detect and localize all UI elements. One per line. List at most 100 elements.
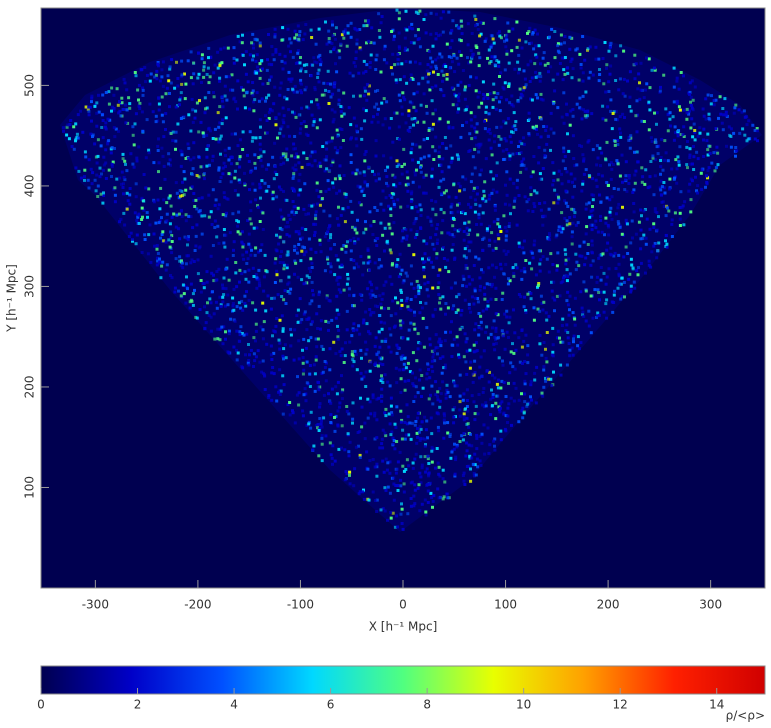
density-cell: [670, 167, 674, 171]
density-cell: [458, 189, 462, 193]
density-cell: [531, 31, 535, 34]
density-cell: [191, 226, 195, 230]
density-cell: [348, 440, 352, 444]
density-cell: [252, 352, 256, 356]
density-cell: [544, 311, 548, 315]
density-cell: [442, 366, 446, 370]
density-cell: [409, 192, 413, 196]
density-cell: [583, 58, 587, 62]
density-cell: [340, 424, 344, 428]
density-cell: [341, 388, 345, 392]
density-cell: [401, 464, 405, 468]
density-cell: [594, 226, 598, 230]
density-cell: [400, 502, 403, 506]
density-cell: [465, 449, 469, 453]
density-cell: [503, 137, 507, 141]
density-cell: [405, 48, 409, 52]
density-cell: [456, 308, 460, 312]
density-cell: [596, 314, 600, 318]
density-cell: [709, 102, 713, 106]
density-cell: [240, 240, 244, 244]
density-cell: [95, 173, 99, 177]
density-cell: [527, 197, 531, 201]
density-cell: [261, 301, 265, 305]
density-cell: [174, 257, 178, 261]
density-cell: [375, 209, 379, 212]
density-cell: [532, 202, 536, 205]
density-cell: [702, 155, 706, 158]
density-cell: [497, 30, 501, 34]
density-cell: [174, 105, 178, 109]
density-cell: [331, 92, 335, 96]
density-cell: [599, 164, 602, 168]
density-cell: [436, 56, 440, 60]
density-cell: [500, 379, 504, 383]
density-cell: [128, 193, 132, 197]
density-cell: [652, 226, 656, 229]
density-cell: [491, 326, 494, 330]
density-cell: [475, 433, 479, 437]
density-cell: [392, 439, 396, 442]
density-cell: [254, 339, 257, 343]
density-cell: [161, 260, 165, 264]
density-cell: [381, 363, 385, 366]
density-cell: [394, 426, 398, 429]
density-cell: [296, 375, 299, 379]
density-cell: [530, 41, 533, 45]
density-cell: [220, 61, 224, 65]
density-cell: [443, 366, 447, 370]
density-cell: [445, 383, 449, 387]
density-cell: [279, 208, 283, 212]
density-cell: [423, 455, 427, 459]
density-cell: [366, 22, 370, 26]
density-cell: [339, 290, 343, 294]
density-cell: [281, 374, 285, 378]
density-cell: [141, 129, 145, 133]
density-cell: [270, 109, 274, 113]
density-cell: [518, 140, 522, 144]
density-cell: [418, 9, 422, 13]
density-cell: [404, 433, 408, 437]
density-cell: [572, 340, 575, 344]
density-cell: [581, 35, 585, 38]
density-cell: [753, 128, 757, 132]
density-cell: [218, 62, 222, 66]
density-cell: [511, 27, 515, 31]
density-cell: [264, 99, 267, 103]
density-cell: [729, 127, 733, 131]
density-cell: [401, 336, 405, 340]
density-cell: [156, 144, 160, 148]
density-cell: [317, 195, 321, 199]
density-cell: [479, 463, 483, 467]
density-cell: [658, 186, 662, 190]
density-cell: [591, 259, 595, 263]
density-cell: [304, 212, 308, 216]
density-cell: [592, 223, 596, 227]
density-cell: [184, 301, 188, 305]
density-cell: [529, 395, 532, 399]
density-cell: [496, 233, 500, 237]
density-cell: [429, 491, 433, 495]
density-cell: [131, 125, 135, 129]
density-cell: [222, 46, 226, 50]
density-cell: [580, 306, 584, 310]
y-tick-label: 300: [23, 275, 37, 298]
density-cell: [511, 365, 515, 369]
density-cell: [688, 147, 692, 151]
density-cell: [180, 73, 184, 77]
density-cell: [409, 73, 413, 77]
density-cell: [374, 295, 378, 298]
density-cell: [505, 330, 509, 334]
density-cell: [481, 270, 485, 274]
density-cell: [524, 259, 528, 262]
density-cell: [235, 58, 239, 62]
density-cell: [338, 164, 342, 168]
density-cell: [734, 154, 737, 158]
density-cell: [155, 244, 159, 248]
density-cell: [539, 92, 543, 96]
density-cell: [600, 151, 604, 155]
density-cell: [93, 104, 97, 108]
density-cell: [310, 150, 314, 154]
density-cell: [389, 117, 393, 120]
density-cell: [178, 189, 182, 192]
